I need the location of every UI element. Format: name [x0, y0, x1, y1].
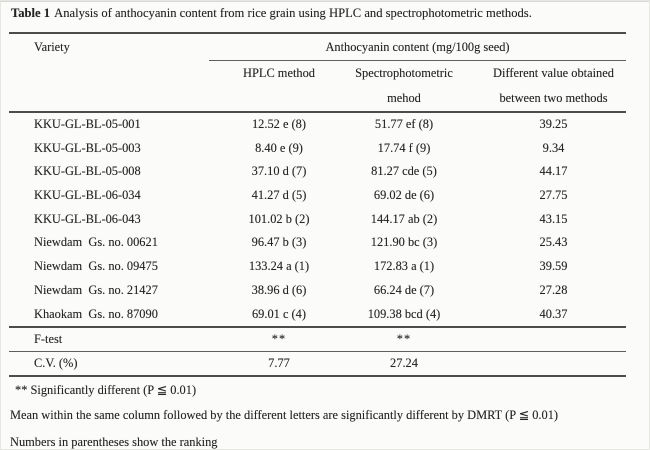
variety-cell: Niewdam Gs. no. 21427: [34, 282, 158, 297]
table-row: KKU-GL-BL-05-001 12.52 e (8) 51.77 ef (8…: [9, 113, 626, 137]
spectro-value-cell: 69.02 de (6): [373, 188, 435, 203]
column-header-hplc: HPLC method: [243, 66, 315, 80]
f-test-spectro-significance: **: [396, 332, 412, 347]
variety-cell: Khaokam Gs. no. 87090: [34, 306, 158, 321]
column-header-anthocyanin-span: Anthocyanin content (mg/100g seed): [209, 34, 626, 61]
footnote-ranking: Numbers in parentheses show the ranking: [10, 435, 218, 449]
sub-header-line-2: mehod between two methods: [9, 86, 626, 111]
hplc-value-cell: 41.27 d (5): [251, 188, 307, 203]
cv-row: C.V. (%) 7.77 27.24: [9, 352, 626, 375]
diff-value-cell: 44.17: [539, 164, 568, 179]
diff-value-cell: 25.43: [539, 235, 568, 250]
cv-spectro-value: 27.24: [390, 356, 418, 371]
spectro-value-cell: 109.38 bcd (4): [367, 306, 441, 321]
column-header-difference: Different value obtained: [493, 66, 614, 80]
spectro-value-cell: 17.74 f (9): [377, 140, 431, 155]
table-row: Khaokam Gs. no. 87090 69.01 c (4) 109.38…: [9, 303, 626, 327]
table-row: KKU-GL-BL-06-034 41.27 d (5) 69.02 de (6…: [9, 184, 626, 208]
table-caption-text: Analysis of anthocyanin content from ric…: [54, 6, 532, 20]
diff-value-cell: 39.59: [539, 259, 568, 274]
column-header-spectrophotometric-line2: mehod: [387, 91, 421, 105]
sub-header-spacer: [9, 86, 209, 111]
table-stats-section: F-test ** ** C.V. (%) 7.77 27.24: [9, 326, 626, 378]
hplc-value-cell: 69.01 c (4): [251, 306, 307, 321]
hplc-value-cell: 133.24 a (1): [248, 259, 310, 274]
sub-header-line-1: HPLC method Spectrophotometric Different…: [9, 61, 626, 86]
variety-cell: KKU-GL-BL-06-034: [34, 188, 141, 203]
f-test-row: F-test ** **: [9, 328, 626, 353]
scan-artifact-top-edge: [1, 1, 649, 2]
hplc-value-cell: 38.96 d (6): [251, 282, 307, 297]
table-row: KKU-GL-BL-05-003 8.40 e (9) 17.74 f (9) …: [9, 137, 626, 161]
diff-value-cell: 43.15: [539, 211, 568, 226]
hplc-value-cell: 12.52 e (8): [251, 117, 307, 131]
sub-header-spacer: [9, 61, 209, 86]
spectro-value-cell: 172.83 a (1): [373, 259, 435, 274]
variety-cell: Niewdam Gs. no. 00621: [34, 235, 158, 250]
spectro-value-cell: 51.77 ef (8): [374, 117, 434, 131]
diff-value-cell: 27.75: [539, 188, 568, 203]
footnote-significance: ** Significantly different (P ≦ 0.01): [15, 383, 197, 397]
spectro-value-cell: 144.17 ab (2): [370, 211, 438, 226]
f-test-diff-cell: [459, 328, 626, 351]
table-body: KKU-GL-BL-05-001 12.52 e (8) 51.77 ef (8…: [9, 113, 626, 326]
table-caption-label: Table 1: [11, 6, 51, 20]
variety-cell: KKU-GL-BL-05-001: [34, 117, 141, 131]
column-header-variety: Variety: [34, 40, 70, 54]
diff-value-cell: 27.28: [539, 282, 568, 297]
table-row: Niewdam Gs. no. 09475 133.24 a (1) 172.8…: [9, 255, 626, 279]
f-test-label: F-test: [34, 332, 63, 347]
f-test-hplc-significance: **: [271, 332, 287, 347]
table-header-band-1: Variety Anthocyanin content (mg/100g see…: [9, 34, 626, 61]
table-row: KKU-GL-BL-05-008 37.10 d (7) 81.27 cde (…: [9, 160, 626, 184]
table-row: Niewdam Gs. no. 00621 96.47 b (3) 121.90…: [9, 231, 626, 255]
sub-header-spacer: [209, 86, 349, 111]
spectro-value-cell: 121.90 bc (3): [370, 235, 438, 250]
variety-cell: KKU-GL-BL-05-003: [34, 140, 141, 155]
spectro-value-cell: 81.27 cde (5): [371, 164, 437, 179]
cv-hplc-value: 7.77: [268, 356, 290, 371]
column-header-difference-line2: between two methods: [499, 91, 608, 105]
column-header-spectrophotometric: Spectrophotometric: [355, 66, 453, 80]
anthocyanin-table: Variety Anthocyanin content (mg/100g see…: [9, 32, 626, 378]
hplc-value-cell: 96.47 b (3): [251, 235, 307, 250]
footnote-dmrt: Mean within the same column followed by …: [10, 408, 559, 422]
diff-value-cell: 9.34: [542, 140, 565, 155]
hplc-value-cell: 8.40 e (9): [255, 140, 303, 155]
cv-label: C.V. (%): [34, 356, 78, 371]
spectro-value-cell: 66.24 de (7): [373, 282, 435, 297]
variety-cell: KKU-GL-BL-06-043: [34, 211, 141, 226]
hplc-value-cell: 37.10 d (7): [251, 164, 307, 179]
diff-value-cell: 40.37: [539, 306, 568, 321]
diff-value-cell: 39.25: [539, 117, 568, 131]
table-caption: Table 1 Analysis of anthocyanin content f…: [11, 6, 641, 21]
hplc-value-cell: 101.02 b (2): [248, 211, 310, 226]
variety-cell: KKU-GL-BL-05-008: [34, 164, 141, 179]
cv-diff-cell: [459, 352, 626, 375]
variety-cell: Niewdam Gs. no. 09475: [34, 259, 158, 274]
table-row: Niewdam Gs. no. 21427 38.96 d (6) 66.24 …: [9, 279, 626, 303]
table-row: KKU-GL-BL-06-043 101.02 b (2) 144.17 ab …: [9, 208, 626, 232]
table-header-band-2: HPLC method Spectrophotometric Different…: [9, 61, 626, 113]
